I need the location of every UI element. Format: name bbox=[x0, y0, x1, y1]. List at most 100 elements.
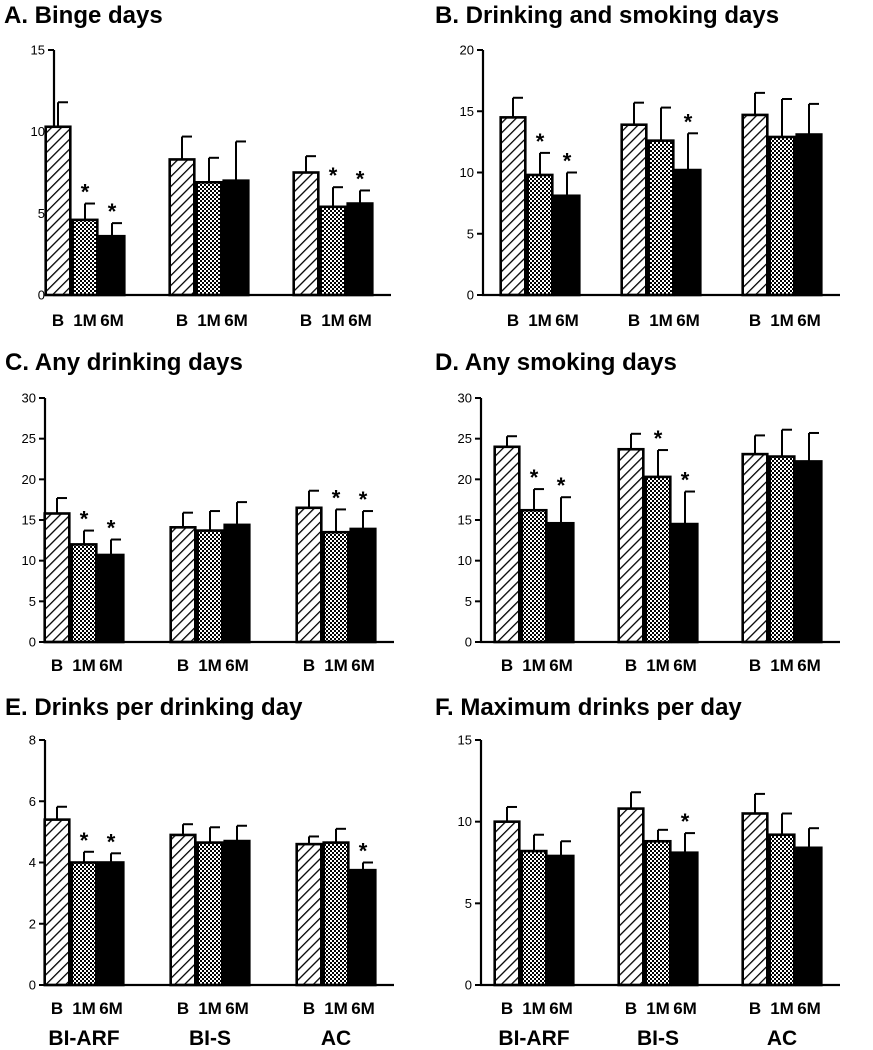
y-tick-label: 20 bbox=[460, 43, 474, 58]
bar-1m bbox=[520, 849, 548, 987]
y-tick-label: 0 bbox=[38, 288, 45, 303]
x-category-label: 1M bbox=[321, 311, 345, 330]
y-tick-label: 0 bbox=[465, 635, 472, 650]
significance-star: * bbox=[329, 163, 338, 188]
bar-b bbox=[620, 123, 648, 297]
y-tick-label: 15 bbox=[31, 43, 45, 58]
bar-6m bbox=[671, 522, 699, 644]
x-category-label: 6M bbox=[797, 311, 821, 330]
significance-star: * bbox=[332, 485, 341, 510]
y-tick-label: 8 bbox=[29, 733, 36, 748]
x-category-label: 6M bbox=[351, 656, 375, 675]
bar-b bbox=[43, 512, 71, 644]
bar-b bbox=[741, 812, 769, 987]
bar-b bbox=[295, 842, 323, 987]
group-label: AC bbox=[321, 1027, 351, 1050]
significance-star: * bbox=[536, 129, 545, 154]
bar-6m bbox=[671, 851, 699, 987]
x-category-label: 1M bbox=[649, 311, 673, 330]
bar-6m bbox=[346, 202, 374, 297]
group-labels: BI-ARF BI-S AC BI-ARF BI-S AC bbox=[48, 1027, 797, 1050]
x-category-label: 6M bbox=[549, 656, 573, 675]
bar-6m bbox=[97, 553, 125, 644]
x-category-label: 1M bbox=[522, 656, 546, 675]
bar-b bbox=[295, 506, 323, 644]
y-tick-label: 15 bbox=[22, 513, 36, 528]
bar-6m bbox=[349, 527, 377, 644]
chart-title: C. Any drinking days bbox=[5, 349, 243, 376]
x-category-label: 1M bbox=[198, 656, 222, 675]
x-category-label: 1M bbox=[198, 999, 222, 1018]
x-category-label: B bbox=[749, 656, 761, 675]
y-tick-label: 25 bbox=[22, 431, 36, 446]
bar-6m bbox=[223, 523, 251, 644]
group-label: AC bbox=[767, 1027, 797, 1050]
chart-title: A. Binge days bbox=[4, 2, 163, 29]
bar-1m bbox=[319, 205, 347, 297]
y-tick-label: 30 bbox=[22, 391, 36, 406]
chart-panel: D. Any smoking days 0 5 10 15 20 25 30 B * 1M * 6M B *… bbox=[435, 349, 840, 675]
x-category-label: 1M bbox=[72, 999, 96, 1018]
y-tick-label: 10 bbox=[31, 124, 45, 139]
x-category-label: 1M bbox=[324, 999, 348, 1018]
x-category-label: 6M bbox=[673, 999, 697, 1018]
x-category-label: 1M bbox=[770, 656, 794, 675]
bar-6m bbox=[547, 854, 575, 987]
x-category-label: B bbox=[177, 999, 189, 1018]
y-tick-label: 15 bbox=[458, 513, 472, 528]
x-category-label: B bbox=[507, 311, 519, 330]
x-category-label: 6M bbox=[225, 656, 249, 675]
bar-b bbox=[499, 116, 527, 297]
y-tick-label: 10 bbox=[458, 553, 472, 568]
x-category-label: B bbox=[625, 656, 637, 675]
x-category-label: 1M bbox=[522, 999, 546, 1018]
y-tick-label: 30 bbox=[458, 391, 472, 406]
x-category-label: 6M bbox=[676, 311, 700, 330]
bar-1m bbox=[70, 861, 98, 987]
bar-b bbox=[741, 113, 769, 297]
significance-star: * bbox=[107, 516, 116, 541]
y-tick-label: 10 bbox=[458, 814, 472, 829]
y-tick-label: 25 bbox=[458, 431, 472, 446]
y-tick-label: 10 bbox=[22, 553, 36, 568]
x-category-label: 1M bbox=[770, 311, 794, 330]
significance-star: * bbox=[80, 828, 89, 853]
x-category-label: B bbox=[625, 999, 637, 1018]
y-tick-label: 5 bbox=[29, 594, 36, 609]
bar-1m bbox=[322, 530, 350, 644]
y-tick-label: 5 bbox=[465, 594, 472, 609]
x-category-label: 1M bbox=[72, 656, 96, 675]
y-tick-label: 4 bbox=[29, 855, 36, 870]
bar-b bbox=[617, 447, 645, 644]
bar-b bbox=[168, 158, 196, 297]
significance-star: * bbox=[654, 426, 663, 451]
x-category-label: 6M bbox=[351, 999, 375, 1018]
x-category-label: B bbox=[176, 311, 188, 330]
bar-6m bbox=[222, 179, 250, 297]
bar-1m bbox=[647, 139, 675, 297]
x-category-label: 6M bbox=[797, 999, 821, 1018]
significance-star: * bbox=[356, 166, 365, 191]
x-category-label: B bbox=[501, 656, 513, 675]
x-category-label: B bbox=[749, 999, 761, 1018]
bar-1m bbox=[196, 529, 224, 644]
x-category-label: 1M bbox=[324, 656, 348, 675]
group-label: BI-S bbox=[189, 1027, 231, 1050]
bar-1m bbox=[520, 508, 548, 644]
bar-1m bbox=[196, 841, 224, 987]
y-tick-label: 0 bbox=[465, 978, 472, 993]
bar-b bbox=[43, 818, 71, 987]
chart-panel: B. Drinking and smoking days 0 5 10 15 20 B * 1M… bbox=[435, 2, 840, 330]
x-category-label: B bbox=[303, 999, 315, 1018]
group-label: BI-S bbox=[637, 1027, 679, 1050]
bar-6m bbox=[795, 460, 823, 644]
chart-title: F. Maximum drinks per day bbox=[435, 694, 742, 721]
bar-1m bbox=[71, 218, 99, 297]
x-category-label: B bbox=[501, 999, 513, 1018]
x-category-label: 1M bbox=[197, 311, 221, 330]
bar-1m bbox=[768, 833, 796, 987]
x-category-label: 6M bbox=[549, 999, 573, 1018]
group-label: BI-ARF bbox=[48, 1027, 119, 1050]
